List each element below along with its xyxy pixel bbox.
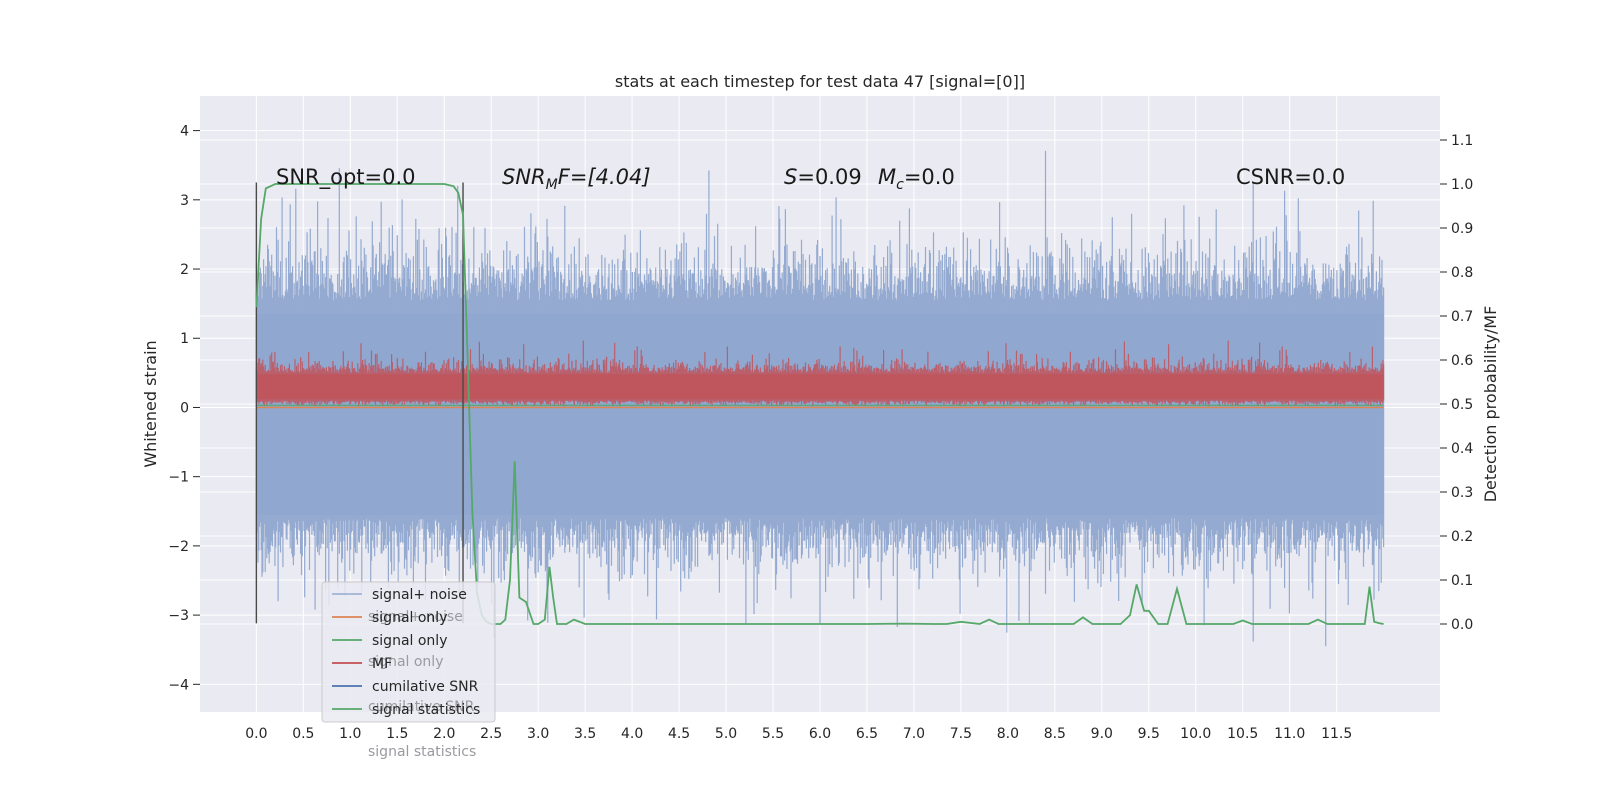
x-tick-label: 6.5 bbox=[856, 726, 878, 742]
series-signal-statistics bbox=[255, 183, 1384, 625]
x-tick-label: 6.0 bbox=[809, 726, 831, 742]
y-left-tick-label: −4 bbox=[168, 677, 189, 693]
annotation-snr-mf-symbol: SNR bbox=[502, 165, 546, 189]
x-tick-label: 9.5 bbox=[1138, 726, 1160, 742]
annotation-snr-mf: SNRMF=[4.04] bbox=[502, 165, 651, 193]
annotation-s-symbol: S bbox=[784, 165, 797, 189]
y-right-tick-label: 0.4 bbox=[1451, 441, 1473, 457]
y-right-tick-label: 0.8 bbox=[1451, 265, 1473, 281]
y-right-tick-label: 1.1 bbox=[1451, 133, 1473, 149]
x-tick-label: 0.0 bbox=[245, 726, 267, 742]
y-right-tick-label: 0.2 bbox=[1451, 529, 1473, 545]
legend-label: signal only bbox=[372, 610, 447, 626]
y-left-tick-label: 3 bbox=[180, 193, 189, 209]
x-tick-label: 4.5 bbox=[668, 726, 690, 742]
legend-label: MF bbox=[372, 656, 392, 672]
y-left-tick-label: 1 bbox=[180, 331, 189, 347]
x-tick-labels: 0.0 0.5 1.0 1.5 2.0 2.5 3.0 3.5 4.0 4.5 5.0 5.5 6.0 6… bbox=[245, 726, 1352, 742]
series-mf bbox=[255, 340, 1385, 407]
annotation-s: S=0.09 bbox=[784, 165, 862, 189]
x-tick-label: 8.0 bbox=[997, 726, 1019, 742]
y-right-tick-label: 0.9 bbox=[1451, 221, 1473, 237]
y-left-tick-label: 2 bbox=[180, 262, 189, 278]
x-tick-label: 10.5 bbox=[1227, 726, 1258, 742]
legend-box bbox=[321, 581, 496, 723]
legend-ghost-label: signal statistics bbox=[368, 744, 476, 760]
x-tick-label: 7.5 bbox=[950, 726, 972, 742]
legend-ghost-label: signal+ noise bbox=[368, 609, 463, 625]
chart-title: stats at each timestep for test data 47 … bbox=[615, 72, 1025, 91]
x-tick-label: 11.5 bbox=[1321, 726, 1352, 742]
legend-label: signal+ noise bbox=[372, 587, 467, 603]
mf-core bbox=[256, 374, 1384, 400]
series-signal-plus-noise bbox=[255, 150, 1385, 647]
y-right-tick-label: 0.5 bbox=[1451, 397, 1473, 413]
y-left-tick-label: −1 bbox=[168, 470, 189, 486]
y-left-tick-label: 4 bbox=[180, 124, 189, 140]
annotation-snr-mf-value: F=[4.04] bbox=[558, 165, 651, 189]
annotation-mc-subscript: c bbox=[896, 177, 904, 193]
x-tick-label: 10.0 bbox=[1180, 726, 1211, 742]
y-right-tick-label: 0.3 bbox=[1451, 485, 1473, 501]
x-tick-label: 8.5 bbox=[1044, 726, 1066, 742]
x-tick-label: 11.0 bbox=[1274, 726, 1305, 742]
series-signal-only bbox=[256, 404, 1384, 409]
y-left-tick-label: −3 bbox=[168, 608, 189, 624]
signal-statistics-line bbox=[255, 183, 1384, 625]
x-tick-label: 2.5 bbox=[480, 726, 502, 742]
y-right-tick-label: 0.7 bbox=[1451, 309, 1473, 325]
x-tick-label: 2.0 bbox=[433, 726, 455, 742]
legend-ghost-label: signal only bbox=[368, 654, 443, 670]
window-markers bbox=[255, 182, 464, 624]
annotation-snr-opt: SNR_opt=0.0 bbox=[276, 165, 416, 190]
annotation-snr-mf-subscript: M bbox=[546, 177, 558, 193]
y-left-tick-labels: 4 3 2 1 0 −1 −2 −3 −4 bbox=[168, 124, 200, 693]
annotation-mc-value: =0.0 bbox=[904, 165, 955, 189]
legend-ghost-label: cumilative SNR bbox=[368, 699, 475, 715]
y-right-tick-label: 1.0 bbox=[1451, 177, 1473, 193]
x-tick-label: 7.0 bbox=[903, 726, 925, 742]
x-tick-label: 9.0 bbox=[1091, 726, 1113, 742]
annotations: SNR_opt=0.0 SNRMF=[4.04] S=0.09 Mc=0.0 C… bbox=[276, 165, 1345, 193]
x-tick-label: 1.5 bbox=[386, 726, 408, 742]
x-tick-label: 5.0 bbox=[715, 726, 737, 742]
annotation-mc: Mc=0.0 bbox=[878, 165, 955, 193]
annotation-csnr: CSNR=0.0 bbox=[1236, 165, 1345, 189]
legend-label: cumilative SNR bbox=[372, 679, 479, 695]
y-right-tick-labels: 1.1 1.0 0.9 0.8 0.7 0.6 0.5 0.4 0.3 0.2 0.1 0.0 bbox=[1440, 133, 1473, 633]
x-tick-label: 3.5 bbox=[574, 726, 596, 742]
signal-plus-noise-core bbox=[256, 314, 1384, 515]
y-right-tick-label: 0.0 bbox=[1451, 617, 1473, 633]
x-tick-label: 5.5 bbox=[762, 726, 784, 742]
y-right-tick-label: 0.6 bbox=[1451, 353, 1473, 369]
legend-label: signal only bbox=[372, 633, 447, 649]
annotation-s-value: =0.09 bbox=[797, 165, 861, 189]
annotation-mc-symbol: M bbox=[878, 165, 896, 189]
y-right-tick-label: 0.1 bbox=[1451, 573, 1473, 589]
legend-label: signal statistics bbox=[372, 702, 480, 718]
y-left-tick-label: −2 bbox=[168, 539, 189, 555]
y-axis-label-left: Whitened strain bbox=[141, 340, 160, 467]
y-axis-label-right: Detection probability/MF bbox=[1481, 306, 1500, 503]
x-tick-label: 1.0 bbox=[339, 726, 361, 742]
x-tick-label: 4.0 bbox=[621, 726, 643, 742]
y-left-tick-label: 0 bbox=[180, 400, 189, 416]
x-tick-label: 0.5 bbox=[292, 726, 314, 742]
x-tick-label: 3.0 bbox=[527, 726, 549, 742]
